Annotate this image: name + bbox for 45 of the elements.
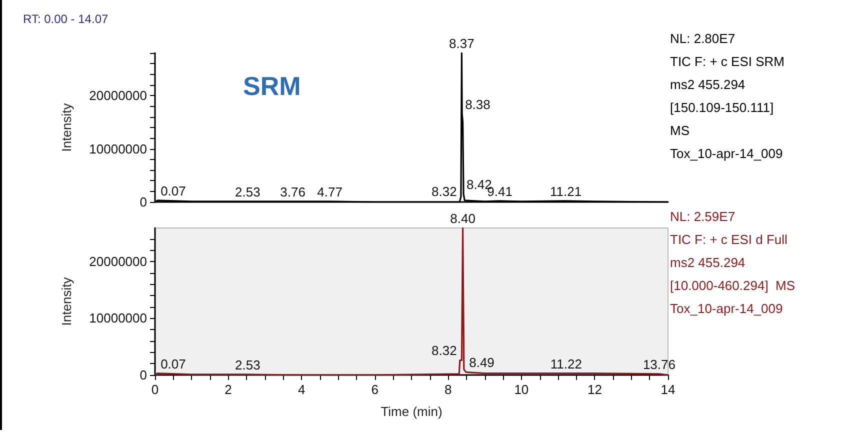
annotation: 13.76 (642, 356, 676, 372)
annotation: 0.07 (160, 183, 186, 198)
text: [150.109-150.111] (670, 100, 774, 115)
text: NL: 2.59E7 (670, 209, 736, 224)
annotation: 3.76 (280, 184, 306, 200)
x-axis-title: Time (min) (380, 404, 442, 419)
text: SRM (243, 71, 301, 101)
annotation: 4.77 (317, 184, 342, 200)
annotation: 0.07 (160, 356, 186, 372)
annotation: 8.37 (449, 36, 474, 51)
text: MS (670, 123, 690, 138)
text: [10.000-460.294] MS (670, 278, 796, 293)
x-tick-label: 14 (660, 382, 676, 397)
y-axis-title: Intensity (59, 276, 74, 326)
annotation: 2.53 (235, 357, 260, 372)
y-tick-label: 0 (140, 194, 147, 210)
text: ms2 455.294 (670, 255, 746, 270)
text: TIC F: + c ESI SRM (670, 54, 784, 69)
chart-title: RT: 0.00 - 14.07 (23, 12, 108, 26)
y-tick-label: 10000000 (89, 141, 147, 156)
x-tick-label: 4 (298, 382, 306, 397)
y-tick-label: 20000000 (89, 88, 147, 104)
annotation: 11.21 (550, 184, 582, 199)
y-tick-label: 10000000 (89, 310, 147, 326)
text: Tox_10-apr-14_009 (670, 301, 783, 316)
annotation: 11.22 (550, 356, 582, 372)
text: NL: 2.80E7 (670, 31, 736, 46)
y-tick-label: 0 (140, 368, 147, 382)
x-tick-label: 6 (371, 382, 378, 397)
annotation: 8.49 (469, 355, 494, 370)
annotation: 8.32 (432, 343, 457, 358)
annotation: 8.32 (432, 184, 457, 199)
x-tick-label: 0 (151, 382, 159, 397)
annotation: 8.38 (465, 97, 490, 112)
annotation: 2.53 (235, 184, 260, 200)
x-tick-label: 12 (587, 382, 602, 397)
text: TIC F: + c ESI d Full (670, 232, 788, 247)
text: ms2 455.294 (670, 77, 746, 92)
y-tick-label: 20000000 (89, 254, 147, 269)
x-tick-label: 10 (514, 382, 529, 397)
text: Tox_10-apr-14_009 (670, 146, 783, 161)
x-tick-label: 2 (224, 382, 232, 397)
y-axis-title: Intensity (59, 102, 74, 152)
annotation: 8.40 (450, 211, 476, 226)
x-tick-label: 8 (444, 382, 452, 397)
